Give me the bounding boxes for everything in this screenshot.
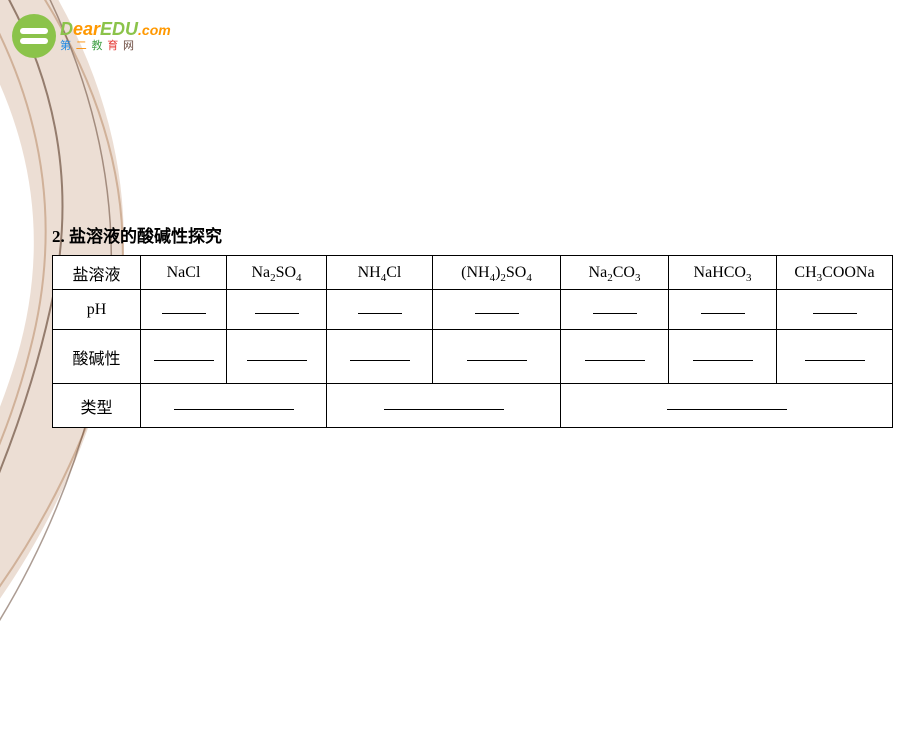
header-na2so4: Na2SO4: [227, 256, 327, 290]
header-nahco3: NaHCO3: [669, 256, 777, 290]
blank-cell: [327, 330, 433, 384]
table-row-ph: pH: [53, 290, 893, 330]
blank-cell: [141, 290, 227, 330]
blank-cell: [327, 290, 433, 330]
blank-cell: [777, 290, 893, 330]
blank-cell: [141, 330, 227, 384]
row-label-type: 类型: [53, 384, 141, 428]
site-logo: DearEDU.com 第 二 教 育 网: [12, 14, 171, 58]
section-heading: 2. 盐溶液的酸碱性探究: [52, 222, 882, 247]
row-label-ph: pH: [53, 290, 141, 330]
logo-icon: [12, 14, 56, 58]
salt-solution-table: 盐溶液 NaCl Na2SO4 NH4Cl (NH4)2SO4 Na2CO3 N…: [52, 255, 893, 428]
blank-cell: [227, 290, 327, 330]
blank-cell: [669, 290, 777, 330]
blank-cell: [561, 290, 669, 330]
header-nh4cl: NH4Cl: [327, 256, 433, 290]
logo-subtitle: 第 二 教 育 网: [60, 40, 171, 52]
header-nacl: NaCl: [141, 256, 227, 290]
blank-cell: [561, 330, 669, 384]
blank-cell: [327, 384, 561, 428]
row-label-acidbase: 酸碱性: [53, 330, 141, 384]
blank-cell: [669, 330, 777, 384]
table-header-row: 盐溶液 NaCl Na2SO4 NH4Cl (NH4)2SO4 Na2CO3 N…: [53, 256, 893, 290]
content-area: 2. 盐溶液的酸碱性探究 盐溶液 NaCl Na2SO4 NH4Cl (NH4)…: [52, 222, 882, 428]
table-row-acidbase: 酸碱性: [53, 330, 893, 384]
header-nh42so4: (NH4)2SO4: [433, 256, 561, 290]
blank-cell: [433, 330, 561, 384]
blank-cell: [561, 384, 893, 428]
logo-wordmark: DearEDU.com: [60, 20, 171, 40]
table-row-type: 类型: [53, 384, 893, 428]
blank-cell: [141, 384, 327, 428]
header-na2co3: Na2CO3: [561, 256, 669, 290]
blank-cell: [777, 330, 893, 384]
header-ch3coona: CH3COONa: [777, 256, 893, 290]
blank-cell: [433, 290, 561, 330]
header-label: 盐溶液: [53, 256, 141, 290]
blank-cell: [227, 330, 327, 384]
